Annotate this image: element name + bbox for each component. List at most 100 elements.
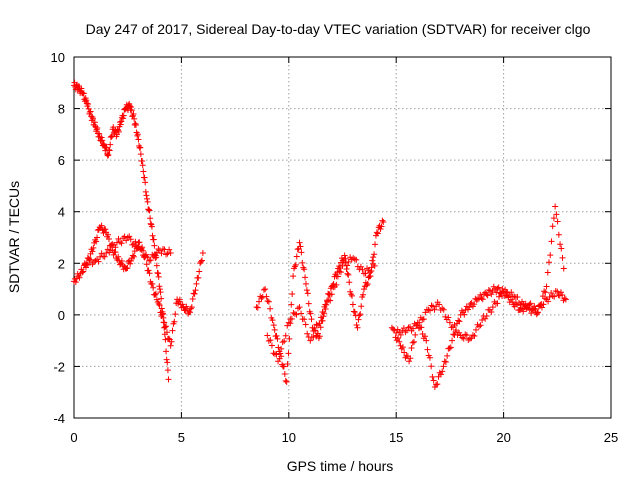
data-point-fill: [143, 192, 150, 199]
data-point-fill: [356, 312, 363, 319]
data-point: [83, 100, 90, 107]
data-point: [186, 309, 193, 316]
data-point-fill: [310, 334, 317, 341]
data-point-fill: [299, 259, 306, 266]
data-point-fill: [281, 338, 288, 345]
data-point-fill: [127, 260, 134, 267]
data-point: [135, 136, 142, 143]
data-point-fill: [342, 259, 349, 266]
data-point-fill: [357, 311, 364, 318]
data-point-fill: [267, 337, 274, 344]
tick-labels: 0 5 10 15 20 25 -4 -2 0 2 4 6 8 10: [51, 50, 619, 445]
data-point: [296, 239, 303, 246]
data-point-fill: [433, 381, 440, 388]
data-point: [167, 249, 174, 256]
data-point-fill: [187, 305, 194, 312]
data-point: [156, 286, 163, 293]
data-point-fill: [364, 281, 371, 288]
data-point-fill: [282, 377, 289, 384]
data-point-fill: [377, 225, 384, 232]
data-point: [509, 298, 516, 305]
data-point-fill: [154, 269, 161, 276]
data-point-fill: [278, 345, 285, 352]
data-point: [270, 322, 277, 329]
data-point-fill: [132, 120, 139, 127]
data-point-fill: [343, 265, 350, 272]
data-point-fill: [287, 320, 294, 327]
data-point: [199, 249, 206, 256]
data-point-fill: [100, 140, 107, 147]
data-point-fill: [520, 308, 527, 315]
data-point-fill: [158, 295, 165, 302]
data-point: [105, 151, 112, 158]
data-point-fill: [321, 310, 328, 317]
data-point-fill: [164, 250, 171, 257]
data-point-fill: [275, 344, 282, 351]
data-point-fill: [130, 253, 137, 260]
data-point-fill: [440, 306, 447, 313]
data-point-fill: [531, 305, 538, 312]
data-point-fill: [152, 290, 159, 297]
data-point-fill: [302, 274, 309, 281]
data-point-fill: [345, 258, 352, 265]
data-point-fill: [162, 323, 169, 330]
data-point-fill: [420, 316, 427, 323]
y-tick-label: 2: [58, 256, 65, 271]
x-tick-label: 5: [178, 430, 185, 445]
data-point-fill: [273, 351, 280, 358]
data-point-fill: [156, 283, 163, 290]
data-point-fill: [104, 152, 111, 159]
data-point-fill: [534, 309, 541, 316]
data-point-fill: [150, 284, 157, 291]
data-point-fill: [137, 151, 144, 158]
data-point-fill: [100, 229, 107, 236]
data-point-fill: [143, 261, 150, 268]
data-point-fill: [148, 223, 155, 230]
data-point-fill: [430, 377, 437, 384]
data-point-fill: [168, 338, 175, 345]
data-point: [440, 363, 447, 370]
data-point-fill: [477, 291, 484, 298]
data-point-fill: [156, 302, 163, 309]
data-point-fill: [416, 319, 423, 326]
data-point-fill: [399, 344, 406, 351]
data-point: [354, 324, 361, 331]
data-point-fill: [488, 291, 495, 298]
data-point-fill: [265, 298, 272, 305]
data-point-fill: [155, 300, 162, 307]
data-point-fill: [118, 240, 125, 247]
data-point-fill: [441, 358, 448, 365]
data-point-fill: [525, 302, 532, 309]
data-points: [71, 79, 569, 391]
data-point-fill: [508, 289, 515, 296]
data-point-fill: [327, 297, 334, 304]
data-point-fill: [94, 234, 101, 241]
data-point-fill: [163, 329, 170, 336]
data-point-fill: [90, 115, 97, 122]
data-point-fill: [370, 254, 377, 261]
data-point-fill: [139, 157, 146, 164]
data-point: [562, 296, 569, 303]
data-point-fill: [429, 373, 436, 380]
data-point-fill: [140, 168, 147, 175]
data-point-fill: [284, 361, 291, 368]
data-point-fill: [152, 291, 159, 298]
data-point-fill: [378, 223, 385, 230]
data-point-fill: [301, 316, 308, 323]
data-point-fill: [554, 218, 561, 225]
data-point-fill: [102, 226, 109, 233]
data-point-fill: [147, 215, 154, 222]
data-point-fill: [540, 301, 547, 308]
data-point-fill: [87, 108, 94, 115]
data-point-fill: [292, 261, 299, 268]
data-point: [436, 301, 443, 308]
data-point-fill: [428, 363, 435, 370]
data-point-fill: [444, 352, 451, 359]
data-point-fill: [291, 263, 298, 270]
x-tick-label: 20: [496, 430, 510, 445]
data-point-fill: [115, 235, 122, 242]
data-point-fill: [483, 313, 490, 320]
data-point-fill: [271, 326, 278, 333]
data-point-fill: [147, 220, 154, 227]
